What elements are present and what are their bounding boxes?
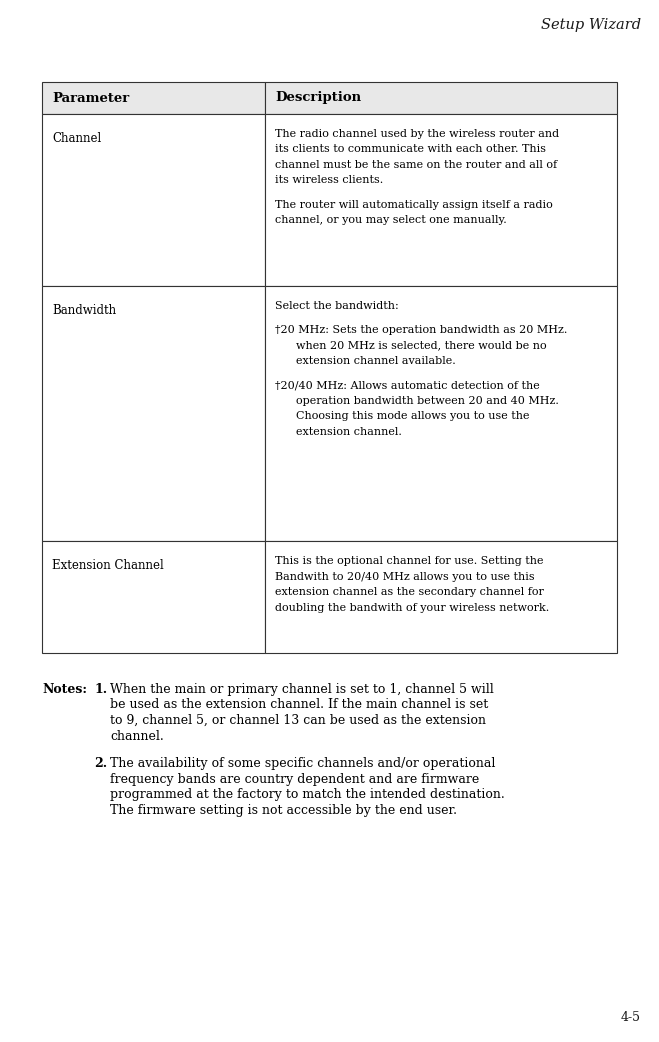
Text: The availability of some specific channels and/or operational: The availability of some specific channe… <box>110 758 496 770</box>
Text: extension channel as the secondary channel for: extension channel as the secondary chann… <box>275 587 544 597</box>
Text: when 20 MHz is selected, there would be no: when 20 MHz is selected, there would be … <box>275 341 546 350</box>
Text: frequency bands are country dependent and are firmware: frequency bands are country dependent an… <box>110 773 479 786</box>
Text: channel, or you may select one manually.: channel, or you may select one manually. <box>275 215 507 225</box>
Bar <box>42 541 265 653</box>
Text: doubling the bandwith of your wireless network.: doubling the bandwith of your wireless n… <box>275 602 549 613</box>
Text: Notes:: Notes: <box>42 683 87 696</box>
Bar <box>42 82 265 114</box>
Text: its clients to communicate with each other. This: its clients to communicate with each oth… <box>275 145 546 154</box>
Text: Setup Wizard: Setup Wizard <box>541 18 641 32</box>
Text: 4-5: 4-5 <box>621 1011 641 1024</box>
Text: The radio channel used by the wireless router and: The radio channel used by the wireless r… <box>275 129 559 139</box>
Text: Channel: Channel <box>52 132 101 145</box>
Text: programmed at the factory to match the intended destination.: programmed at the factory to match the i… <box>110 789 505 801</box>
Text: extension channel available.: extension channel available. <box>275 356 456 366</box>
Bar <box>265 82 617 114</box>
Text: 1.: 1. <box>94 683 107 696</box>
Text: Select the bandwidth:: Select the bandwidth: <box>275 301 399 311</box>
Bar <box>42 286 265 541</box>
Text: operation bandwidth between 20 and 40 MHz.: operation bandwidth between 20 and 40 MH… <box>275 396 559 405</box>
Bar <box>265 286 617 541</box>
Text: Description: Description <box>275 92 361 104</box>
Text: †20/40 MHz: Allows automatic detection of the: †20/40 MHz: Allows automatic detection o… <box>275 380 540 390</box>
Text: Bandwidth: Bandwidth <box>52 304 116 317</box>
Text: channel must be the same on the router and all of: channel must be the same on the router a… <box>275 160 557 170</box>
Text: Extension Channel: Extension Channel <box>52 559 163 572</box>
Text: When the main or primary channel is set to 1, channel 5 will: When the main or primary channel is set … <box>110 683 494 696</box>
Text: extension channel.: extension channel. <box>275 426 402 437</box>
Text: channel.: channel. <box>110 729 163 743</box>
Text: The firmware setting is not accessible by the end user.: The firmware setting is not accessible b… <box>110 803 457 817</box>
Text: Bandwith to 20/40 MHz allows you to use this: Bandwith to 20/40 MHz allows you to use … <box>275 571 534 581</box>
Text: †20 MHz: Sets the operation bandwidth as 20 MHz.: †20 MHz: Sets the operation bandwidth as… <box>275 325 567 336</box>
Text: its wireless clients.: its wireless clients. <box>275 175 384 185</box>
Bar <box>265 114 617 286</box>
Bar <box>265 541 617 653</box>
Text: The router will automatically assign itself a radio: The router will automatically assign its… <box>275 199 553 209</box>
Bar <box>42 114 265 286</box>
Text: Choosing this mode allows you to use the: Choosing this mode allows you to use the <box>275 411 529 421</box>
Text: 2.: 2. <box>94 758 107 770</box>
Text: This is the optional channel for use. Setting the: This is the optional channel for use. Se… <box>275 556 544 566</box>
Text: be used as the extension channel. If the main channel is set: be used as the extension channel. If the… <box>110 698 488 712</box>
Text: Parameter: Parameter <box>52 92 129 104</box>
Text: to 9, channel 5, or channel 13 can be used as the extension: to 9, channel 5, or channel 13 can be us… <box>110 714 486 727</box>
